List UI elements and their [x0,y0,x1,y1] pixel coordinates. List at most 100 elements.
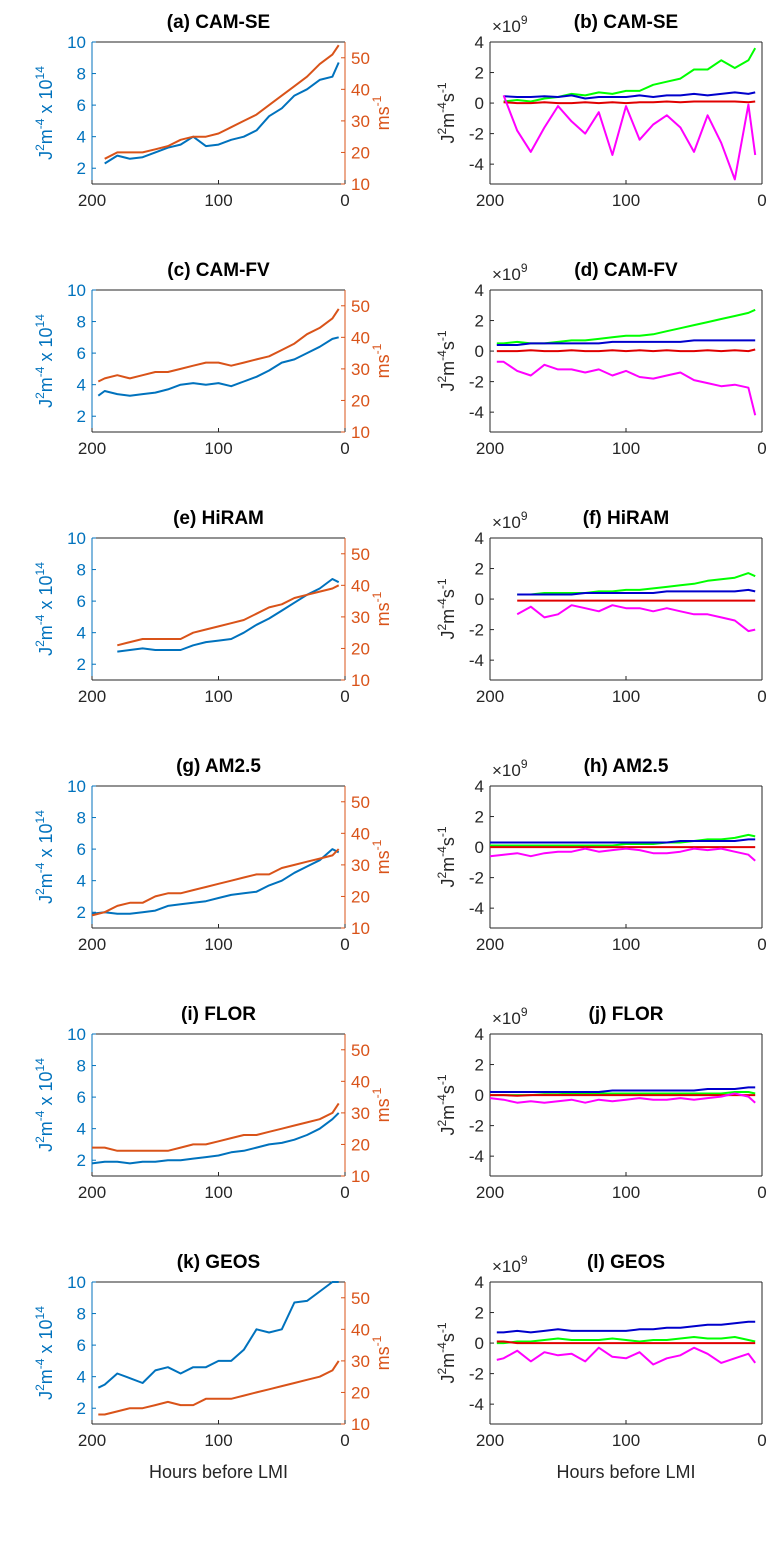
x-tick-label: 0 [757,935,766,954]
axes-background [92,1034,345,1176]
x-tick-label: 100 [204,935,232,954]
y-tick-label: 2 [475,1304,484,1323]
x-tick-label: 200 [476,439,504,458]
y-tick-label: -2 [469,373,484,392]
y2-tick-label: 40 [351,328,370,347]
label-part: -4 [33,366,47,377]
x-tick-label: 200 [476,935,504,954]
data-line [91,848,340,917]
y-axis-label: J2m-4 x 1014 [33,1306,56,1400]
label-part: ×10 [492,761,521,780]
label-part: ms [373,850,393,874]
y2-tick-label: 10 [351,423,370,442]
y-tick-label: 4 [475,1025,484,1044]
label-part: m [36,625,56,640]
y-tick-label: 2 [475,560,484,579]
y-tick-label: 4 [77,872,86,891]
label-part: ×10 [492,17,521,36]
x-tick-label: 100 [612,1431,640,1450]
y2-tick-label: 20 [351,391,370,410]
chart-title: (l) GEOS [587,1252,665,1273]
chart-title: (c) CAM-FV [167,260,270,281]
label-part: s [438,1085,458,1094]
label-part: -4 [33,614,47,625]
x-tick-label: 200 [78,1183,106,1202]
label-part: s [438,93,458,102]
data-line [104,62,340,165]
label-part: -4 [435,102,449,113]
x-tick-label: 100 [612,439,640,458]
data-line [517,572,756,596]
y-exponent: ×109 [492,757,528,780]
y-tick-label: 4 [77,376,86,395]
x-tick-label: 0 [757,687,766,706]
y2-tick-label: 10 [351,1167,370,1186]
chart-title: (b) CAM-SE [574,12,678,33]
label-part: -4 [435,350,449,361]
y-exponent: ×109 [492,261,528,284]
label-part: 2 [33,1384,47,1391]
y-axis-label: J2m-4s-1 [435,578,458,639]
y-axis-label: J2m-4 x 1014 [33,66,56,160]
x-axis-label: Hours before LMI [556,1462,695,1482]
label-part: x 10 [36,79,56,118]
y-tick-label: 8 [77,809,86,828]
x-tick-label: 0 [757,1183,766,1202]
y2-tick-label: 40 [351,1072,370,1091]
data-line [97,336,339,397]
data-line [490,833,756,847]
y2-tick-label: 50 [351,793,370,812]
y-tick-label: 2 [77,407,86,426]
label-part: x 10 [36,327,56,366]
y-tick-label: 2 [475,808,484,827]
label-part: 2 [435,872,449,879]
y-tick-label: -2 [469,869,484,888]
x-tick-label: 200 [476,1431,504,1450]
y-exponent: ×109 [492,509,528,532]
x-tick-label: 200 [78,935,106,954]
label-part: -1 [435,1074,449,1085]
label-part: ms [373,1346,393,1370]
x-tick-label: 0 [757,191,766,210]
data-line [503,100,756,105]
data-line [117,584,340,647]
y2-tick-label: 30 [351,608,370,627]
y2-axis-label: ms-1 [370,1335,393,1370]
label-part: 2 [435,1368,449,1375]
y-tick-label: 0 [475,1086,484,1105]
y-tick-label: 6 [77,592,86,611]
y-tick-label: 8 [77,1305,86,1324]
label-part: s [438,589,458,598]
y-tick-label: 0 [475,838,484,857]
label-part: J [36,151,56,160]
y-tick-label: 4 [475,529,484,548]
label-part: 2 [33,640,47,647]
y-exponent: ×109 [492,1005,528,1028]
label-part: 9 [521,261,528,275]
y-tick-label: 4 [77,1120,86,1139]
y-tick-label: 2 [77,903,86,922]
y2-tick-label: 50 [351,1041,370,1060]
y-tick-label: 2 [475,1056,484,1075]
y2-tick-label: 30 [351,1104,370,1123]
label-part: J [438,879,458,888]
label-part: m [438,1353,458,1368]
data-line [503,47,757,103]
chart-title: (g) AM2.5 [176,756,261,777]
x-tick-label: 0 [340,1431,349,1450]
y2-tick-label: 20 [351,1383,370,1402]
chart-title: (j) FLOR [589,1004,664,1025]
label-part: -4 [435,1094,449,1105]
y-tick-label: 10 [67,281,86,300]
data-line [104,44,340,160]
x-tick-label: 100 [612,1183,640,1202]
y2-tick-label: 50 [351,1289,370,1308]
label-part: -1 [370,1335,384,1346]
x-tick-label: 200 [78,439,106,458]
y2-axis-label: ms-1 [370,591,393,626]
label-part: -1 [370,95,384,106]
data-line [496,1340,756,1345]
x-tick-label: 100 [612,935,640,954]
label-part: 2 [33,888,47,895]
y-tick-label: 2 [475,64,484,83]
